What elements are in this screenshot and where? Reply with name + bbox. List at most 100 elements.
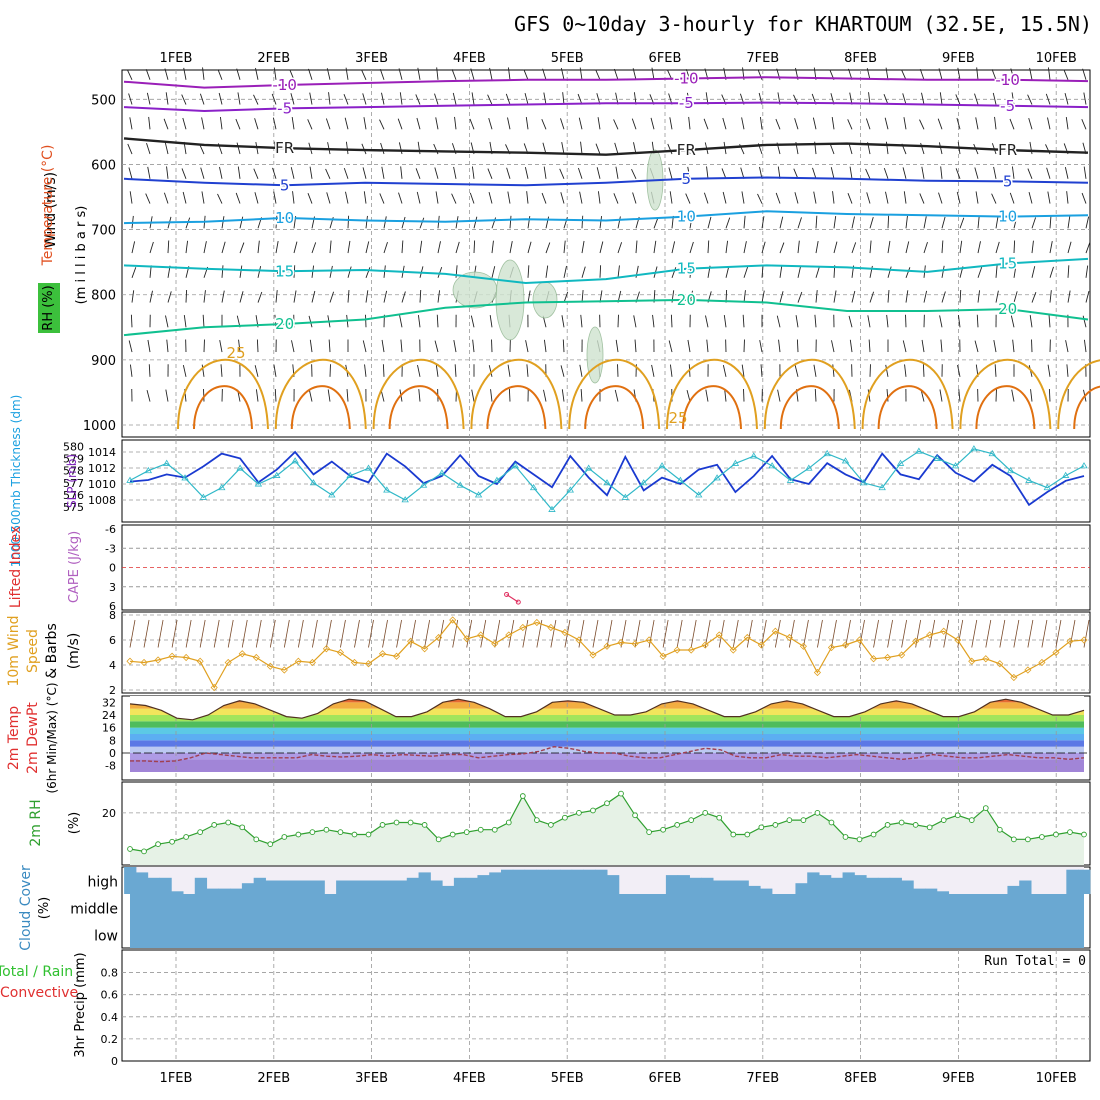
temp-color-band	[130, 746, 1084, 753]
wind-barb	[131, 241, 136, 254]
wind-barb	[275, 240, 279, 254]
thickness-tick-label: 580	[63, 440, 84, 453]
wind-barb	[507, 67, 511, 80]
wind-barb	[347, 290, 350, 303]
isotherm-25-loop	[372, 358, 465, 430]
wind-barb	[272, 167, 277, 179]
wind10m-panel	[121, 611, 1091, 694]
wind-barb	[435, 117, 439, 130]
wind-barb	[937, 118, 943, 130]
wind-barb	[200, 167, 205, 179]
wind-barb	[743, 266, 749, 278]
thickness-point	[181, 474, 189, 481]
wind-barb	[851, 290, 856, 303]
wind-barb	[579, 364, 583, 377]
wind-tick-label: 2	[109, 684, 116, 697]
wind-barb-10m	[690, 619, 697, 648]
wind-barb	[541, 119, 547, 130]
rh-point	[660, 826, 666, 833]
wind-speed-point	[1024, 666, 1032, 674]
wind-barb	[563, 291, 569, 303]
wind-barb-10m	[957, 619, 964, 648]
isotherm-label: 20	[998, 300, 1017, 318]
wind-barb	[129, 364, 133, 377]
wind-barb	[364, 364, 367, 377]
date-tick-bottom: 6FEB	[649, 1071, 682, 1086]
wind-barb	[201, 364, 205, 377]
thickness-tick-label: 578	[63, 465, 84, 478]
cloud-axis-label: Cloud Cover	[18, 865, 34, 951]
wind-barb	[363, 191, 367, 204]
cloud-high-bar	[724, 880, 738, 894]
isotherm-label: 20	[677, 291, 696, 309]
wind-barb-10m	[648, 619, 655, 648]
wind-barb	[1082, 315, 1087, 328]
rh-point	[379, 822, 386, 828]
wind-speed-point	[954, 636, 962, 644]
wind-barb	[689, 265, 692, 278]
wind-barb	[289, 69, 295, 80]
isotherm-25-loop	[666, 358, 758, 430]
wind-barb	[436, 67, 439, 80]
isotherm-30-loop	[682, 385, 742, 430]
wind-barb	[1013, 240, 1016, 254]
wind-barb	[865, 118, 871, 130]
wind-speed-point	[645, 636, 653, 644]
wind-barb	[1010, 315, 1015, 328]
precip-panel	[121, 949, 1091, 1062]
wind-barb	[185, 289, 188, 303]
cloud-high-bar	[665, 875, 679, 894]
cloud-row-label: high	[87, 875, 118, 891]
rh-point	[281, 834, 288, 840]
wind-barb-10m	[326, 619, 332, 648]
wind-barb	[221, 265, 224, 278]
wind-barb	[689, 241, 694, 254]
cloud-high-bar	[453, 877, 467, 894]
thickness-point	[346, 471, 354, 478]
cloud-row-label: middle	[70, 902, 118, 918]
wind-barb	[995, 216, 999, 229]
cloud-high-bar	[760, 888, 773, 894]
wind-barb	[868, 339, 871, 353]
cloud-high-bar	[277, 880, 290, 894]
wind-barb	[183, 315, 187, 328]
wind-barb	[237, 166, 241, 179]
wind-barb	[687, 339, 691, 353]
wind10m-axis-label: Speed	[25, 629, 41, 673]
wind-barb	[923, 290, 928, 303]
cloud-high-bar	[489, 872, 502, 894]
wind-barb	[813, 364, 817, 377]
pressure-tick-label: 1000	[83, 419, 116, 434]
cloud-high-bar	[889, 877, 902, 894]
wind-barb	[148, 116, 151, 130]
date-tick-top: 2FEB	[257, 51, 290, 66]
wind-barb	[344, 117, 349, 130]
wind-barb	[149, 290, 153, 303]
wind-barb	[1027, 168, 1033, 179]
wind-barb	[525, 340, 529, 353]
wind-barb	[851, 216, 855, 229]
wind-barb	[507, 117, 511, 130]
wind-barb	[779, 265, 783, 278]
wind-barb	[1031, 217, 1037, 229]
precip-tick-label: 0.4	[101, 1011, 119, 1024]
rh-point	[239, 824, 246, 831]
wind-barb	[1067, 241, 1072, 254]
wind-barb	[832, 191, 835, 204]
wind-barb	[938, 142, 943, 155]
rh-point	[169, 838, 175, 845]
wind-barb	[345, 67, 349, 80]
cloud-high-bar	[289, 880, 302, 894]
wind-barb	[524, 92, 529, 105]
cloud-high-bar	[265, 880, 278, 894]
wind-barb	[921, 166, 925, 179]
wind-barb	[400, 166, 403, 179]
rh-point	[477, 826, 484, 833]
wind-barb	[688, 116, 691, 130]
wind-barb	[1011, 92, 1015, 105]
rh-point	[155, 841, 161, 848]
wind-barb	[379, 193, 385, 204]
wind-barb	[527, 216, 531, 229]
thickness-point	[896, 459, 905, 466]
wind-barb	[976, 314, 979, 328]
